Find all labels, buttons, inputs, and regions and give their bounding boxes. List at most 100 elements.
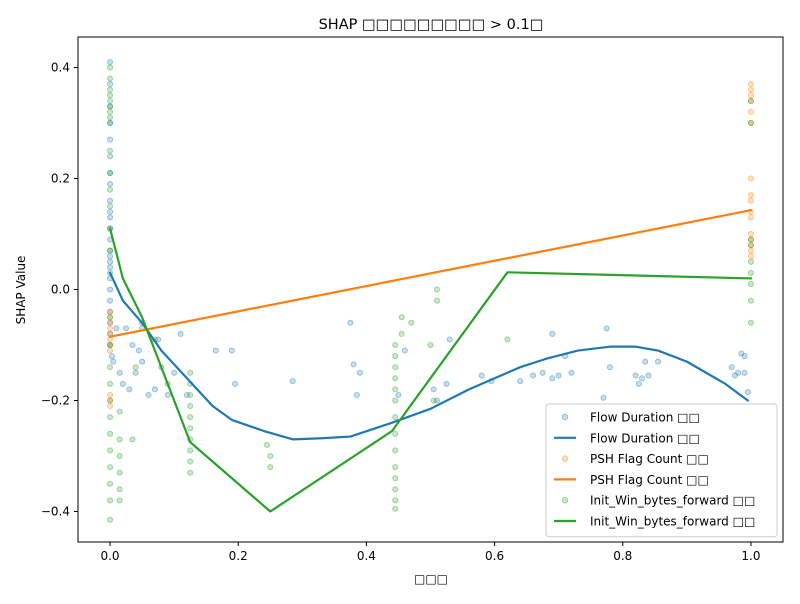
- flow-duration-scatter-point: [107, 341, 114, 348]
- init-win-bytes-forward-scatter-point: [107, 75, 114, 82]
- legend: Flow Duration □□ Flow Duration □□ PSH Flag…: [545, 403, 778, 538]
- flow-duration-scatter-point: [164, 391, 171, 398]
- flow-duration-scatter-point: [107, 286, 114, 293]
- init-win-bytes-forward-scatter-point: [392, 414, 399, 421]
- init-win-bytes-forward-scatter-point: [392, 430, 399, 437]
- init-win-bytes-forward-scatter-point: [116, 408, 123, 415]
- y-axis: −0.4 −0.2 0.0 0.2 0.4: [41, 61, 78, 518]
- init-win-bytes-forward-scatter-point: [392, 486, 399, 493]
- legend-marker: [561, 413, 569, 421]
- init-win-bytes-forward-scatter-point: [187, 469, 194, 476]
- flow-duration-scatter-point: [107, 169, 114, 176]
- init-win-bytes-forward-scatter-point: [392, 497, 399, 504]
- flow-duration-scatter: [107, 58, 751, 404]
- y-tick-label: 0.0: [51, 283, 70, 297]
- flow-duration-scatter-point: [347, 319, 354, 326]
- init-win-bytes-forward-scatter-point: [264, 441, 271, 448]
- psh-flag-count-scatter-point: [107, 325, 114, 332]
- flow-duration-scatter-point: [478, 372, 485, 379]
- flow-duration-scatter-point: [549, 375, 556, 382]
- init-win-bytes-forward-scatter-point: [187, 447, 194, 454]
- init-win-bytes-forward-scatter-point: [107, 341, 114, 348]
- flow-duration-scatter-point: [639, 375, 646, 382]
- init-win-bytes-forward-scatter-point: [107, 64, 114, 71]
- flow-duration-scatter-point: [113, 325, 120, 332]
- init-win-bytes-forward-scatter-point: [107, 414, 114, 421]
- flow-duration-scatter-point: [107, 247, 114, 254]
- flow-duration-scatter-point: [635, 380, 642, 387]
- flow-duration-scatter-point: [353, 391, 360, 398]
- init-win-bytes-forward-scatter-point: [392, 505, 399, 512]
- legend-item-init-win-bytes-forward-line: Init_Win_bytes_forward □□: [554, 515, 755, 529]
- flow-duration-scatter-point: [107, 297, 114, 304]
- flow-duration-scatter-point: [443, 380, 450, 387]
- init-win-bytes-forward-scatter-point: [187, 403, 194, 410]
- flow-duration-scatter-point: [107, 197, 114, 204]
- psh-flag-count-scatter-point: [747, 92, 754, 99]
- init-win-bytes-forward-scatter-point: [107, 86, 114, 93]
- init-win-bytes-forward-scatter-point: [398, 330, 405, 337]
- psh-flag-count-scatter-point: [107, 397, 114, 404]
- psh-flag-count-scatter-point: [747, 253, 754, 260]
- init-win-bytes-forward-scatter-point: [187, 425, 194, 432]
- flow-duration-scatter-point: [539, 369, 546, 376]
- flow-duration-scatter-point: [741, 369, 748, 376]
- psh-flag-count-scatter-point: [107, 314, 114, 321]
- flow-duration-scatter-point: [350, 361, 357, 368]
- psh-flag-count-scatter-point: [747, 86, 754, 93]
- legend-item-flow-duration-line: Flow Duration □□: [554, 431, 700, 445]
- flow-duration-scatter-point: [728, 364, 735, 371]
- init-win-bytes-forward-scatter-point: [408, 319, 415, 326]
- init-win-bytes-forward-scatter-point: [107, 430, 114, 437]
- init-win-bytes-forward-scatter-point: [747, 97, 754, 104]
- init-win-bytes-forward-scatter-point: [747, 236, 754, 243]
- flow-duration-scatter-point: [356, 369, 363, 376]
- flow-duration-scatter-point: [600, 394, 607, 401]
- init-win-bytes-forward-scatter-point: [747, 280, 754, 287]
- legend-item-flow-duration-scatter: Flow Duration □□: [561, 411, 700, 425]
- init-win-bytes-forward-scatter-point: [107, 364, 114, 371]
- y-tick-label: 0.4: [51, 61, 70, 75]
- psh-flag-count-scatter-point: [747, 120, 754, 127]
- flow-duration-scatter-point: [530, 372, 537, 379]
- flow-duration-line: [108, 271, 750, 441]
- init-win-bytes-forward-scatter-point: [398, 314, 405, 321]
- flow-duration-scatter-point: [645, 372, 652, 379]
- legend-label: Flow Duration □□: [590, 431, 700, 445]
- psh-flag-count-scatter-point: [747, 231, 754, 238]
- init-win-bytes-forward-scatter-point: [116, 452, 123, 459]
- y-tick-label: −0.4: [41, 504, 70, 518]
- init-win-bytes-forward-scatter-point: [427, 341, 434, 348]
- init-win-bytes-forward-scatter-point: [392, 353, 399, 360]
- x-tick-label: 0.2: [229, 549, 248, 563]
- x-tick-label: 0.6: [485, 549, 504, 563]
- psh-flag-count-scatter-point: [747, 242, 754, 249]
- flow-duration-scatter-point: [129, 341, 136, 348]
- init-win-bytes-forward-scatter-point: [107, 97, 114, 104]
- psh-flag-count-scatter-point: [747, 81, 754, 88]
- flow-duration-scatter-point: [107, 253, 114, 260]
- flow-duration-scatter-point: [395, 391, 402, 398]
- flow-duration-scatter-point: [145, 391, 152, 398]
- psh-flag-count-scatter-point: [747, 214, 754, 221]
- init-win-bytes-forward-scatter-point: [747, 120, 754, 127]
- legend-label: Init_Win_bytes_forward □□: [590, 494, 755, 508]
- flow-duration-scatter-point: [446, 336, 453, 343]
- flow-duration-scatter-point: [212, 347, 219, 354]
- init-win-bytes-forward-line: [108, 227, 753, 513]
- init-win-bytes-forward-scatter-point: [187, 458, 194, 465]
- init-win-bytes-forward-scatter-point: [430, 397, 437, 404]
- flow-duration-scatter-point: [555, 372, 562, 379]
- psh-flag-count-scatter-point: [107, 391, 114, 398]
- flow-duration-scatter-point: [177, 330, 184, 337]
- flow-duration-scatter-point: [549, 330, 556, 337]
- plot-area: [107, 58, 754, 523]
- flow-duration-scatter-point: [642, 358, 649, 365]
- flow-duration-scatter-point: [123, 325, 130, 332]
- init-win-bytes-forward-scatter-point: [267, 452, 274, 459]
- legend-marker: [561, 455, 569, 462]
- flow-duration-scatter-point: [735, 369, 742, 376]
- legend-label: Flow Duration □□: [590, 411, 700, 425]
- init-win-bytes-forward-scatter-point: [747, 269, 754, 276]
